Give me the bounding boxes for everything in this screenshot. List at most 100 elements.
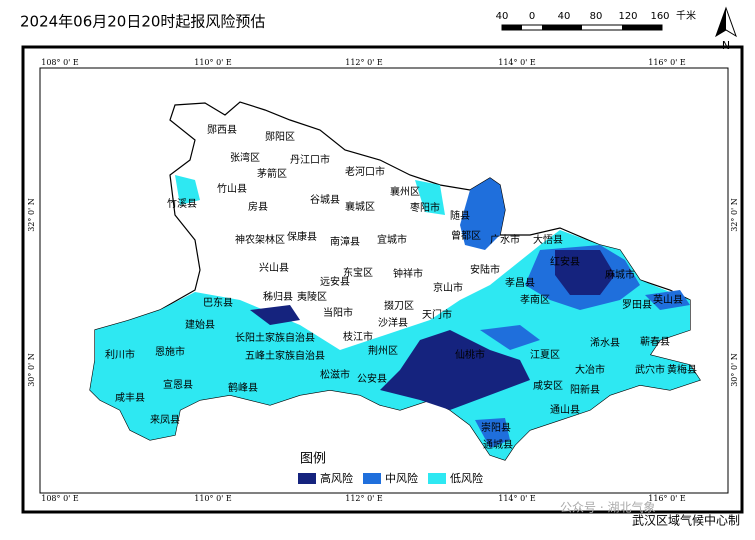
place-name: 红安县 <box>550 255 580 268</box>
high-risk-area <box>250 305 300 325</box>
north-arrow <box>715 6 737 38</box>
legend-swatch <box>363 473 381 484</box>
place-name: 大悟县 <box>533 233 563 246</box>
place-name: 浠水县 <box>590 336 620 349</box>
place-name: 当阳市 <box>323 306 353 319</box>
longitude-label: 116° 0' E <box>648 494 686 503</box>
place-name: 蕲春县 <box>640 336 670 348</box>
place-name: 江夏区 <box>530 349 560 361</box>
latitude-label: 30° 0' N <box>730 353 739 387</box>
scale-label: 0 <box>529 11 535 22</box>
mid-risk-area <box>645 290 690 310</box>
place-name: 沙洋县 <box>378 316 408 329</box>
place-name: 曾都区 <box>451 229 481 242</box>
place-name: 罗田县 <box>622 299 652 311</box>
place-name: 公安县 <box>357 372 387 385</box>
latitude-label: 32° 0' N <box>27 198 36 232</box>
place-name: 秭归县 <box>263 290 293 303</box>
place-name: 张湾区 <box>230 151 260 164</box>
high-risk-area <box>380 330 530 410</box>
mid-risk-area <box>460 178 505 250</box>
place-name: 房县 <box>248 200 268 213</box>
place-name: 通城县 <box>483 439 513 451</box>
arrow-half <box>716 8 726 36</box>
place-name: 松滋市 <box>320 368 350 381</box>
map-frame <box>21 45 744 514</box>
place-name: 远安县 <box>320 275 350 288</box>
place-name: 谷城县 <box>310 194 340 206</box>
place-name: 长阳土家族自治县 <box>235 331 315 344</box>
place-name: 宜城市 <box>377 233 407 246</box>
footer: 武汉区域气候中心制 <box>632 513 740 528</box>
place-name: 广水市 <box>490 233 520 246</box>
legend-label: 高风险 <box>320 471 353 485</box>
north-label: N <box>722 39 730 52</box>
mid-risk-area <box>480 325 540 350</box>
longitude-label: 116° 0' E <box>648 58 686 67</box>
place-name: 麻城市 <box>605 268 635 281</box>
longitude-label: 112° 0' E <box>345 58 383 67</box>
latitude-label: 30° 0' N <box>27 353 36 387</box>
place-name: 武穴市 <box>635 363 665 376</box>
place-name: 保康县 <box>287 230 317 243</box>
place-name: 荆州区 <box>368 344 398 357</box>
place-name: 仙桃市 <box>455 348 485 361</box>
longitude-label: 114° 0' E <box>498 494 536 503</box>
scale-unit: 千米 <box>676 9 696 22</box>
place-name: 孝南区 <box>520 293 550 306</box>
latitude-label: 32° 0' N <box>730 198 739 232</box>
place-name: 建始县 <box>185 318 215 331</box>
scale-seg <box>542 25 582 30</box>
scale-bar <box>501 24 663 31</box>
place-name: 京山市 <box>433 281 463 294</box>
longitude-label: 110° 0' E <box>194 58 232 67</box>
place-name: 随县 <box>450 209 470 222</box>
scale-label: 80 <box>590 11 603 22</box>
place-name: 英山县 <box>653 293 683 306</box>
legend-title: 图例 <box>300 452 326 467</box>
mid-risk-area <box>475 418 510 448</box>
high-risk-area <box>555 250 615 295</box>
legend-label: 中风险 <box>385 471 418 485</box>
scale-label: 40 <box>496 11 509 22</box>
longitude-label: 110° 0' E <box>194 494 232 503</box>
place-name: 竹山县 <box>217 182 247 195</box>
low-risk-area <box>415 180 445 215</box>
place-name: 老河口市 <box>345 165 385 178</box>
place-name: 钟祥市 <box>393 267 423 280</box>
place-name: 黄梅县 <box>667 363 697 376</box>
place-name: 来凤县 <box>150 414 180 426</box>
place-name: 竹溪县 <box>167 197 197 210</box>
title: 2024年06月20日20时起报风险预估 <box>20 13 265 31</box>
place-name: 安陆市 <box>470 263 500 276</box>
place-name: 东宝区 <box>343 266 373 279</box>
watermark: 公众号 · 湖北气象 <box>560 500 655 515</box>
scale-label: 120 <box>618 11 637 22</box>
place-name: 茅箭区 <box>257 167 287 180</box>
place-name: 阳新县 <box>570 383 600 396</box>
place-name: 枣阳市 <box>410 201 440 214</box>
place-name: 崇阳县 <box>481 422 511 434</box>
place-name: 襄州区 <box>390 185 420 198</box>
place-name: 咸安区 <box>533 379 563 392</box>
scale-seg <box>622 25 662 30</box>
place-name: 巴东县 <box>203 296 233 309</box>
scale-seg <box>502 25 522 30</box>
place-name: 大冶市 <box>575 363 605 376</box>
place-name: 通山县 <box>550 404 580 416</box>
longitude-label: 108° 0' E <box>41 494 79 503</box>
low-risk-area <box>175 175 200 205</box>
place-name: 南漳县 <box>330 235 360 248</box>
longitude-label: 114° 0' E <box>498 58 536 67</box>
place-name: 孝昌县 <box>505 277 535 289</box>
place-name: 兴山县 <box>259 262 289 274</box>
legend-swatch <box>428 473 446 484</box>
place-name: 夷陵区 <box>297 290 327 303</box>
place-name: 郧阳区 <box>265 131 295 143</box>
legend-label: 低风险 <box>450 471 483 485</box>
scale-label: 40 <box>558 11 571 22</box>
legend-swatch <box>298 473 316 484</box>
place-name: 利川市 <box>105 348 135 361</box>
